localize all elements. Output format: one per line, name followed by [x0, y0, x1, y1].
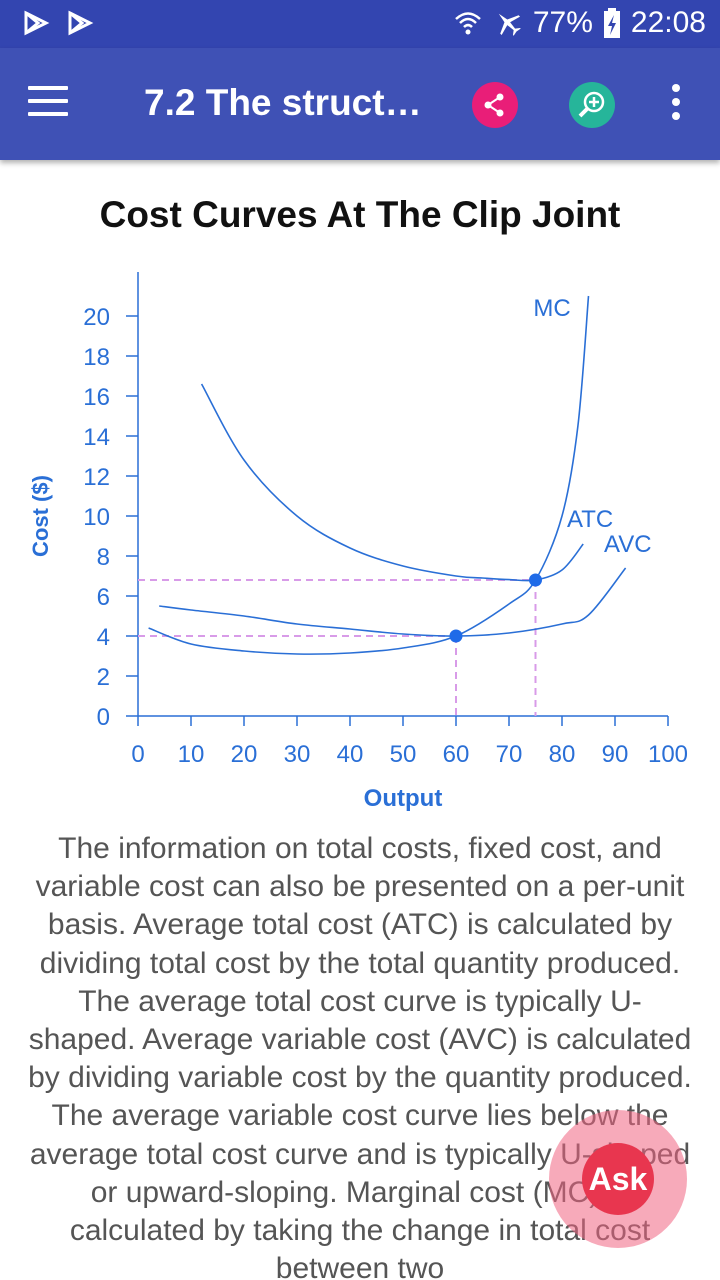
- curve-avc: [159, 567, 627, 637]
- curve-mc: [148, 295, 590, 655]
- play-store-icon: [22, 9, 50, 37]
- ask-label: Ask: [582, 1143, 654, 1215]
- y-tick-label: 2: [97, 664, 110, 691]
- status-bar: 77% 22:08: [0, 0, 720, 48]
- x-tick-label: 70: [496, 741, 523, 768]
- page-title: 7.2 The struct…: [144, 82, 422, 123]
- y-tick-label: 6: [97, 584, 110, 611]
- y-tick-label: 12: [83, 464, 110, 491]
- x-tick-label: 90: [602, 741, 629, 768]
- curve-label-mc: MC: [533, 295, 570, 322]
- x-tick-label: 100: [648, 741, 688, 768]
- intersection-point: [529, 573, 542, 587]
- y-tick-label: 14: [83, 424, 110, 451]
- x-tick-label: 80: [549, 741, 576, 768]
- menu-icon[interactable]: [28, 86, 68, 120]
- x-tick-label: 10: [178, 741, 205, 768]
- zoom-icon[interactable]: [569, 82, 615, 128]
- curve-label-avc: AVC: [604, 531, 652, 558]
- battery-charging-icon: [603, 7, 621, 39]
- y-tick-label: 0: [97, 704, 110, 731]
- y-tick-label: 4: [97, 624, 110, 651]
- more-vert-icon[interactable]: [666, 84, 686, 126]
- app-bar: 7.2 The struct…: [0, 48, 720, 160]
- y-tick-label: 8: [97, 544, 110, 571]
- intersection-point: [449, 629, 463, 643]
- chart-title: Cost Curves At The Clip Joint: [99, 194, 621, 235]
- x-axis-label: Output: [364, 785, 443, 812]
- x-tick-label: 60: [443, 741, 470, 768]
- y-tick-label: 10: [83, 504, 110, 531]
- airplane-mode-icon: [493, 8, 523, 38]
- x-tick-label: 20: [231, 741, 258, 768]
- wifi-icon: [453, 8, 483, 38]
- battery-text: 77%: [532, 6, 593, 39]
- y-tick-label: 16: [83, 384, 110, 411]
- play-store-icon: [66, 9, 94, 37]
- curve-label-atc: ATC: [567, 506, 613, 533]
- cost-curves-chart: 0 2 4 6 8 10 12 14 16 18 20 0 10 20 30 40 50 60 70 80 90 100 O…: [28, 272, 688, 812]
- y-tick-label: 20: [83, 304, 110, 331]
- y-axis-label: Cost ($): [28, 475, 53, 557]
- clock: 22:08: [630, 6, 706, 39]
- curve-atc: [200, 383, 584, 582]
- y-tick-label: 18: [83, 344, 110, 371]
- x-tick-label: 30: [284, 741, 311, 768]
- ask-button[interactable]: Ask: [549, 1110, 687, 1248]
- x-tick-label: 40: [337, 741, 364, 768]
- x-tick-label: 0: [131, 741, 144, 768]
- x-tick-label: 50: [390, 741, 417, 768]
- share-icon[interactable]: [472, 82, 518, 128]
